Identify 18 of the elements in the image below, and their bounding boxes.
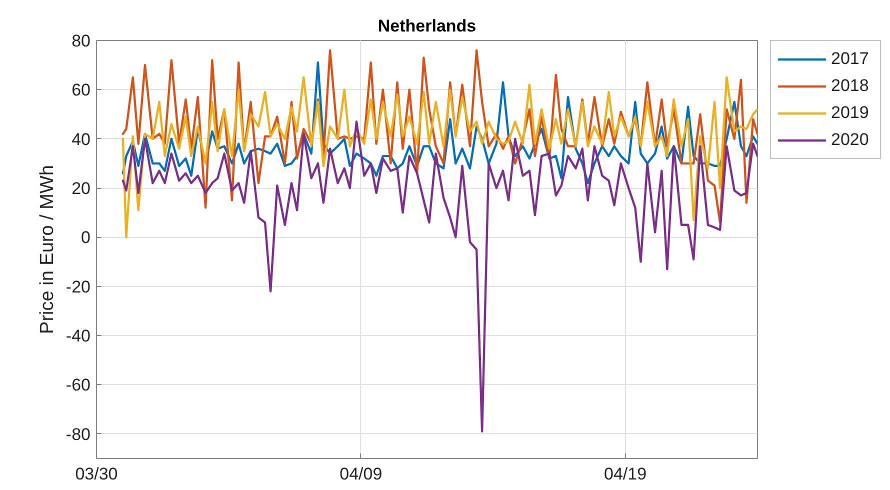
y-axis-title: Price in Euro / MWh [36, 165, 58, 334]
x-tick-label: 04/19 [604, 464, 647, 484]
y-tick-label: -40 [66, 326, 91, 346]
legend-label: 2018 [831, 75, 870, 97]
y-tick-label: 60 [72, 80, 91, 100]
y-tick-label: -60 [66, 376, 91, 395]
x-tick-label: 04/09 [340, 464, 382, 484]
y-tick-label: 20 [72, 179, 91, 198]
legend-label: 2017 [831, 48, 870, 70]
legend-label: 2020 [831, 129, 870, 151]
y-tick-label: 80 [72, 32, 91, 50]
y-tick-label: -20 [66, 277, 91, 296]
y-tick-label: -80 [66, 424, 91, 444]
legend-label: 2019 [831, 102, 870, 124]
y-tick-label: 0 [81, 228, 91, 248]
y-tick-label: 40 [72, 130, 91, 149]
chart-title: Netherlands [378, 16, 476, 36]
x-tick-label: 03/30 [75, 464, 118, 484]
